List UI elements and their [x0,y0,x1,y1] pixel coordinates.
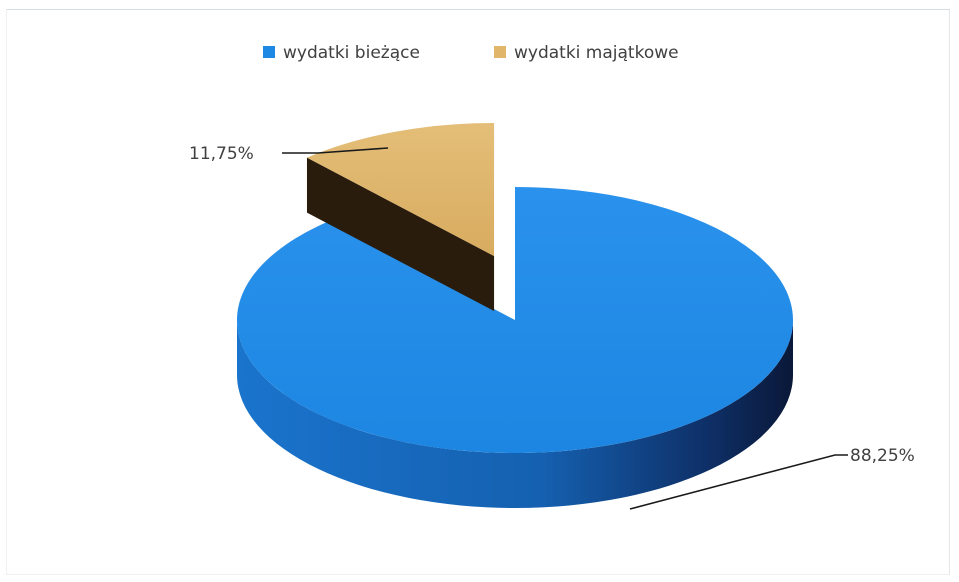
leader-line-wydatki-majatkowe [282,147,389,154]
legend-swatch-wydatki-biezace [263,46,275,58]
pie-slice-wydatki-majatkowe [306,123,495,312]
pie-slice-wydatki-majatkowe-top [306,123,495,257]
pie-slice-wydatki-biezace-top [236,187,793,454]
legend-label-wydatki-majatkowe: wydatki majątkowe [514,43,679,63]
pie-slice-wydatki-majatkowe-side [306,157,495,312]
chart-legend: wydatki bieżące wydatki majątkowe [263,43,679,63]
chart-frame [6,9,950,575]
legend-swatch-wydatki-majatkowe [494,46,506,58]
pie-slice-wydatki-biezace-side [237,320,793,508]
data-label-wydatki-biezace: 88,25% [850,446,915,466]
leader-line-wydatki-biezace [629,454,848,510]
pie-slice-wydatki-biezace [236,187,793,508]
data-label-wydatki-majatkowe: 11,75% [189,144,254,164]
legend-label-wydatki-biezace: wydatki bieżące [283,43,420,63]
